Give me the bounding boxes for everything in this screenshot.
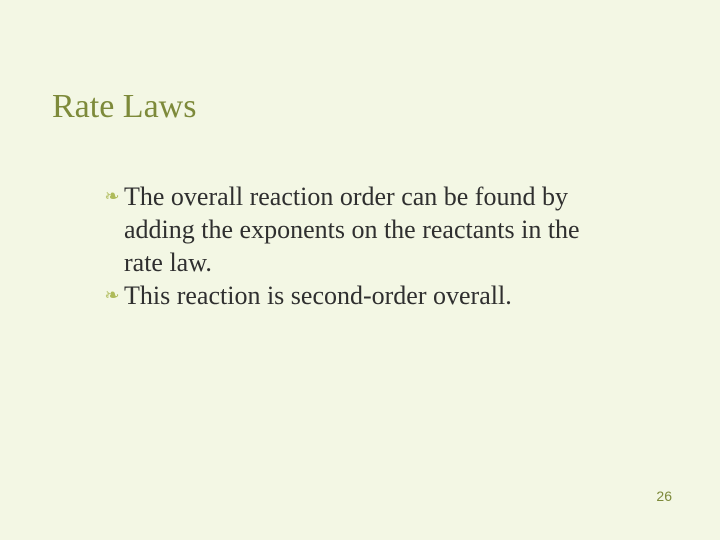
fleuron-icon: ❧ — [100, 279, 124, 312]
bullet-text: This reaction is second-order overall. — [124, 279, 620, 312]
page-number: 26 — [656, 488, 672, 504]
slide-body: ❧ The overall reaction order can be foun… — [100, 180, 620, 312]
bullet-item: ❧ The overall reaction order can be foun… — [100, 180, 620, 279]
bullet-item: ❧ This reaction is second-order overall. — [100, 279, 620, 312]
slide: Rate Laws ❧ The overall reaction order c… — [0, 0, 720, 540]
fleuron-icon: ❧ — [100, 180, 124, 213]
slide-title: Rate Laws — [52, 88, 196, 126]
bullet-text: The overall reaction order can be found … — [124, 180, 620, 279]
